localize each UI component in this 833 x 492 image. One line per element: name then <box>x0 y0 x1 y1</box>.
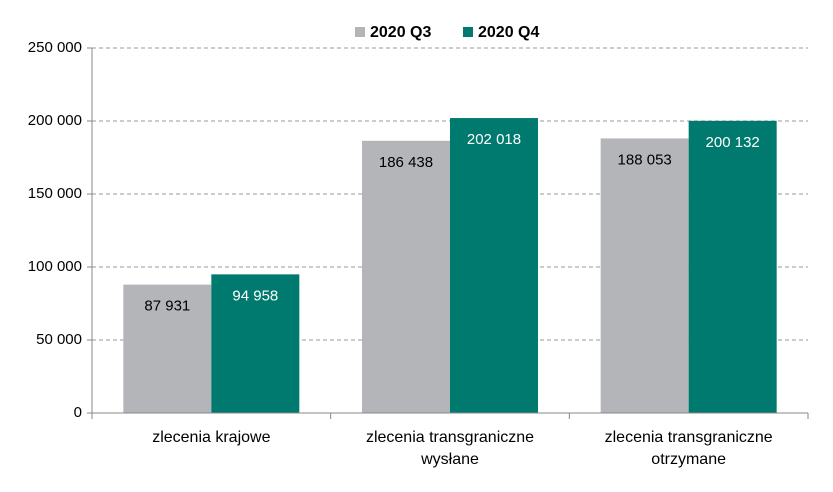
data-label: 202 018 <box>467 131 521 148</box>
data-label: 186 438 <box>379 154 433 171</box>
x-tick-label: zlecenia transgraniczne otrzymane <box>604 429 773 468</box>
y-tick-label: 250 000 <box>28 39 82 56</box>
legend-label: 2020 Q3 <box>370 24 431 41</box>
bar <box>362 140 450 413</box>
y-tick-label: 200 000 <box>28 112 82 129</box>
y-tick-label: 50 000 <box>36 331 82 348</box>
bar <box>211 274 300 413</box>
legend-swatch <box>355 27 365 37</box>
bar <box>688 120 777 413</box>
data-label: 200 132 <box>706 134 760 151</box>
bar <box>450 118 538 414</box>
y-tick-label: 150 000 <box>28 185 82 202</box>
data-label: 188 053 <box>618 151 672 168</box>
x-tick-label: zlecenia transgraniczne wysłane <box>365 429 535 468</box>
y-tick-label: 0 <box>74 404 82 421</box>
y-tick-label: 100 000 <box>28 258 82 275</box>
legend-label: 2020 Q4 <box>478 24 539 41</box>
data-label: 87 931 <box>144 298 190 315</box>
data-label: 94 958 <box>232 287 278 304</box>
legend-swatch <box>463 27 473 37</box>
bar <box>600 138 689 413</box>
x-tick-label: zlecenia krajowe <box>152 429 271 446</box>
bar <box>123 284 212 413</box>
